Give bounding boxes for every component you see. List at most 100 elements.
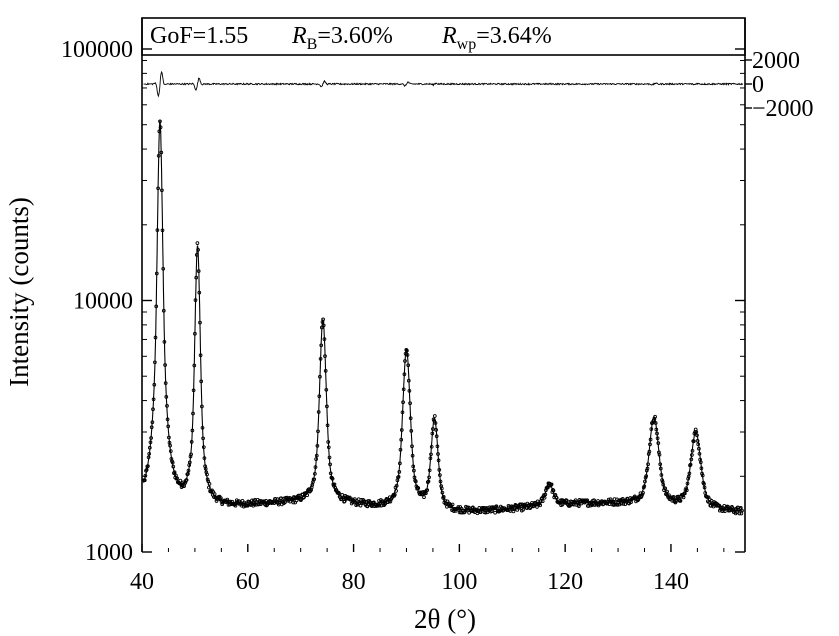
observed-point [700,471,704,476]
difference-curve-group [143,70,744,98]
observed-point [318,374,322,379]
observed-point [699,466,704,471]
observed-point [678,499,683,503]
observed-point [410,444,414,449]
observed-point [315,444,320,448]
observed-point [201,436,205,441]
observed-point [431,427,435,431]
observed-point [433,421,438,425]
observed-point [321,317,325,322]
observed-point [429,452,433,457]
observed-point [543,492,548,497]
observed-point [408,416,413,421]
observed-point [198,353,203,358]
observed-point [147,451,152,456]
observed-point [207,485,211,490]
y-tick-label: 10000 [73,289,133,315]
observed-point [436,458,441,463]
observed-point [703,491,708,495]
observed-point [656,441,661,445]
observed-point [170,460,175,465]
observed-point [354,499,359,503]
observed-point [198,320,202,325]
observed-point [401,387,406,392]
observed-point [394,489,398,493]
observed-point [655,431,659,436]
stats-gof: GoF=1.55 [150,23,248,49]
observed-point [439,486,444,491]
observed-point [517,505,522,510]
observed-point [694,430,699,434]
observed-point [184,478,189,482]
observed-point [739,511,744,516]
observed-point [205,477,210,482]
observed-point [422,495,426,500]
observed-point [166,424,171,429]
observed-points-group [142,119,744,516]
observed-point [438,473,442,477]
observed-point [428,456,433,461]
observed-point [436,452,440,456]
observed-point [521,507,525,512]
observed-point [196,269,201,273]
observed-point [142,478,147,483]
observed-point [545,485,550,490]
observed-point [654,427,659,432]
observed-point [334,488,339,492]
observed-point [406,363,411,368]
observed-point [697,446,701,451]
observed-point [671,494,676,499]
plot-frame [141,17,746,552]
observed-point [312,477,317,482]
observed-point [435,444,440,449]
observed-point [646,462,650,467]
observed-point [323,369,328,373]
observed-point [681,495,686,500]
x-tick-label: 120 [547,569,583,595]
observed-point [649,427,654,431]
observed-point [154,304,159,309]
observed-point [342,499,347,504]
observed-point [511,509,516,514]
observed-point [200,425,205,430]
observed-point [408,401,412,406]
observed-point [302,495,306,499]
residual-tick-label: 0 [752,72,764,98]
observed-point [392,492,397,497]
observed-point [314,457,318,461]
observed-point [413,479,418,484]
observed-point [648,437,653,442]
observed-point [178,478,183,483]
observed-point [144,467,149,472]
observed-point [402,372,407,377]
observed-point [337,491,341,495]
observed-point [164,395,169,399]
observed-point [186,468,191,473]
observed-point [149,425,154,430]
observed-point [167,435,171,440]
x-tick-label: 80 [342,569,366,595]
observed-point [327,455,332,460]
observed-point [653,421,658,425]
observed-point [153,335,158,340]
observed-point [655,436,660,441]
observed-point [538,503,543,508]
observed-point [565,498,569,503]
x-tick-label: 40 [130,569,154,595]
observed-point [162,340,167,344]
observed-point [264,503,269,508]
observed-point [438,479,443,484]
observed-point [399,428,404,432]
observed-point [328,471,333,476]
observed-point [326,440,331,444]
observed-point [146,455,151,460]
observed-point [586,504,591,508]
observed-point [200,404,204,409]
stats-rwp: Rwp=3.64% [441,23,552,53]
observed-point [175,476,179,481]
observed-point [549,482,554,487]
observed-point [151,397,156,402]
observed-point [203,466,208,471]
observed-point [684,486,689,491]
observed-point [212,492,217,496]
